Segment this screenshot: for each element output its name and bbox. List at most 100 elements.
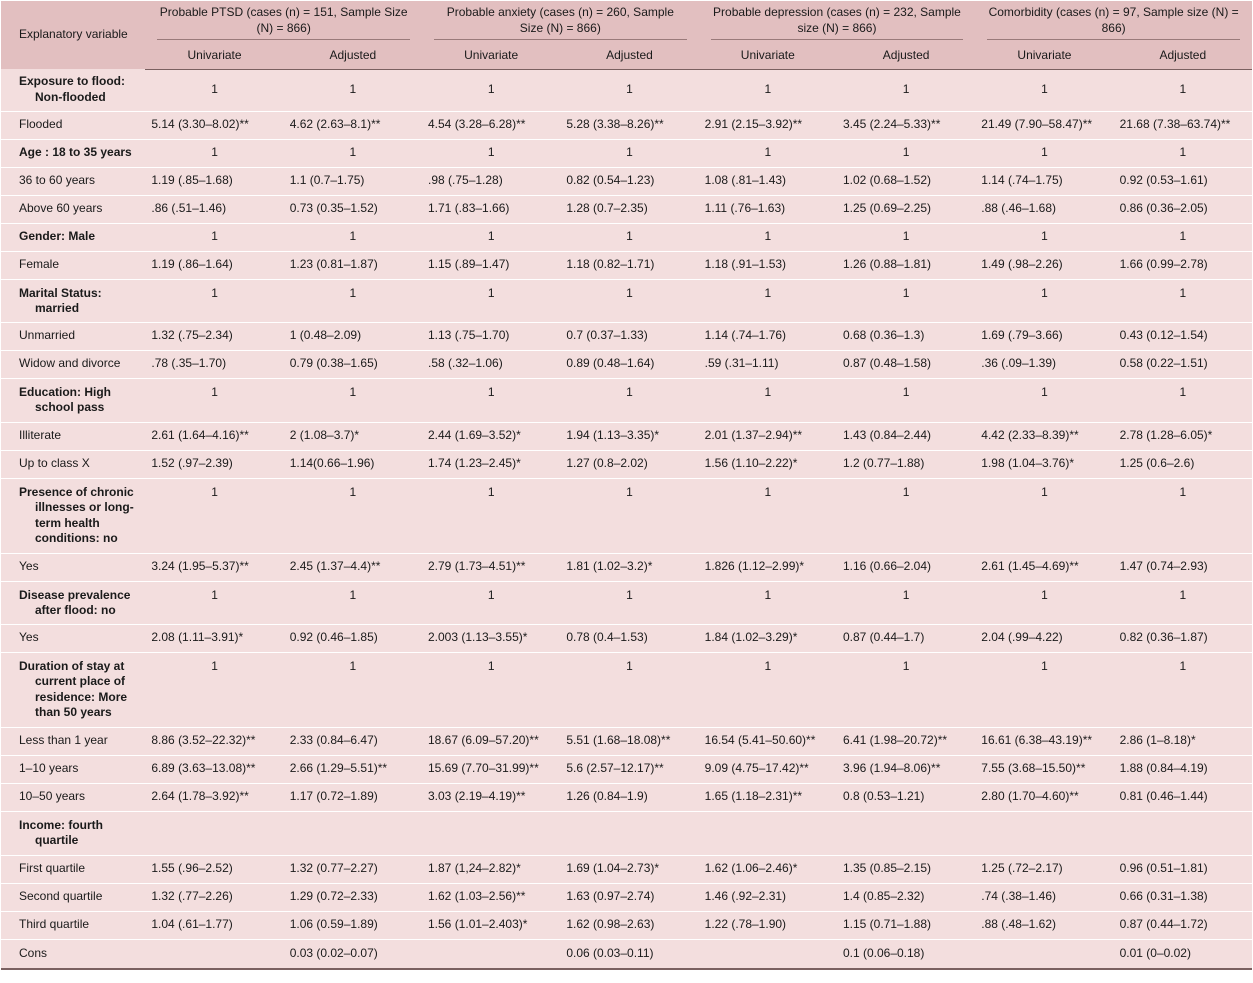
- value-cell: 1: [422, 478, 561, 553]
- group-header-anxiety: Probable anxiety (cases (n) = 260, Sampl…: [422, 1, 699, 42]
- row-label-line: school pass: [35, 400, 105, 414]
- value-cell: 1: [836, 652, 976, 727]
- row-label: Up to class X: [1, 450, 146, 478]
- row-label-line: illnesses or long-: [35, 500, 134, 514]
- value-cell: 1.11 (.76–1.63): [698, 195, 837, 223]
- row-label: Duration of stay at current place of resid…: [1, 652, 146, 727]
- row-label: 36 to 60 years: [1, 167, 146, 195]
- value-cell: 1: [975, 223, 1114, 251]
- value-cell: 1.94 (1.13–3.35)*: [560, 422, 699, 450]
- value-cell: 1.25 (0.69–2.25): [836, 195, 976, 223]
- subheader-univariate: Univariate: [145, 42, 284, 70]
- value-cell: 1: [975, 139, 1114, 167]
- row-label: Unmarried: [1, 322, 146, 350]
- value-cell: 1.26 (0.84–1.9): [560, 783, 699, 811]
- value-cell: 1.26 (0.88–1.81): [836, 251, 976, 279]
- group-header-depression: Probable depression (cases (n) = 232, Sa…: [698, 1, 976, 42]
- value-cell: 1.02 (0.68–1.52): [836, 167, 976, 195]
- row-label-line: Illiterate: [19, 428, 62, 443]
- value-cell: 1: [1113, 279, 1252, 322]
- value-cell: 0.87 (0.44–1.7): [836, 624, 976, 652]
- value-cell: 1.06 (0.59–1.89): [283, 911, 422, 939]
- value-cell: 5.6 (2.57–12.17)**: [560, 755, 699, 783]
- row-label: 10–50 years: [1, 783, 146, 811]
- row-label-line: Gender: Male: [19, 229, 96, 244]
- value-cell: 1.25 (0.6–2.6): [1113, 450, 1252, 478]
- value-cell: 1.27 (0.8–2.02): [560, 450, 699, 478]
- value-cell: 6.89 (3.63–13.08)**: [145, 755, 284, 783]
- value-cell: 2.44 (1.69–3.52)*: [422, 422, 561, 450]
- value-cell: 1: [698, 279, 837, 322]
- row-label-line: married: [35, 301, 80, 315]
- value-cell: 1.32 (.77–2.26): [145, 883, 284, 911]
- value-cell: 1: [560, 378, 699, 422]
- value-cell: 1 (0.48–2.09): [283, 322, 422, 350]
- value-cell: 1.43 (0.84–2.44): [836, 422, 976, 450]
- value-cell: 0.87 (0.44–1.72): [1113, 911, 1252, 939]
- value-cell: 1.69 (1.04–2.73)*: [560, 855, 699, 883]
- group-header-ptsd: Probable PTSD (cases (n) = 151, Sample S…: [145, 1, 422, 42]
- row-label-line: conditions: no: [35, 531, 118, 545]
- value-cell: 2.86 (1–8.18)*: [1113, 727, 1252, 755]
- value-cell: 1.62 (1.03–2.56)**: [422, 883, 561, 911]
- row-label-line: Exposure to flood:: [19, 74, 125, 89]
- value-cell: 2.91 (2.15–3.92)**: [698, 111, 837, 139]
- value-cell: 3.45 (2.24–5.33)**: [836, 111, 976, 139]
- value-cell: 1: [283, 279, 422, 322]
- row-label-line: 36 to 60 years: [19, 173, 96, 188]
- value-cell: [975, 811, 1114, 855]
- value-cell: 1.17 (0.72–1.89): [283, 783, 422, 811]
- value-cell: 1: [1113, 652, 1252, 727]
- value-cell: 1.55 (.96–2.52): [145, 855, 284, 883]
- value-cell: 1: [283, 223, 422, 251]
- row-label-line: Age : 18 to 35 years: [19, 145, 132, 160]
- table-row-reference-category: Marital Status: married 1 1 1 1 1 1 1 1: [1, 279, 1252, 322]
- value-cell: [698, 939, 837, 969]
- value-cell: 0.03 (0.02–0.07): [283, 939, 422, 969]
- row-label: Disease prevalence after flood: no: [1, 581, 146, 624]
- row-label: Yes: [1, 624, 146, 652]
- value-cell: 8.86 (3.52–22.32)**: [145, 727, 284, 755]
- value-cell: 1: [836, 139, 976, 167]
- row-label: Yes: [1, 553, 146, 581]
- table-row-reference-category: Duration of stay at current place of resid…: [1, 652, 1252, 727]
- value-cell: 6.41 (1.98–20.72)**: [836, 727, 976, 755]
- value-cell: 1.71 (.83–1.66): [422, 195, 561, 223]
- table-row: Widow and divorce .78 (.35–1.70) 0.79 (0.3…: [1, 350, 1252, 378]
- value-cell: 4.54 (3.28–6.28)**: [422, 111, 561, 139]
- value-cell: .78 (.35–1.70): [145, 350, 284, 378]
- value-cell: 1: [975, 478, 1114, 553]
- value-cell: 1: [975, 652, 1114, 727]
- value-cell: [145, 811, 284, 855]
- value-cell: 1.88 (0.84–4.19): [1113, 755, 1252, 783]
- value-cell: 1: [145, 223, 284, 251]
- value-cell: 1.35 (0.85–2.15): [836, 855, 976, 883]
- value-cell: .98 (.75–1.28): [422, 167, 561, 195]
- table-row: 36 to 60 years 1.19 (.85–1.68) 1.1 (0.7–1.…: [1, 167, 1252, 195]
- value-cell: 2.80 (1.70–4.60)**: [975, 783, 1114, 811]
- value-cell: 5.28 (3.38–8.26)**: [560, 111, 699, 139]
- row-label-line: after flood: no: [35, 603, 116, 617]
- row-label: Cons: [1, 939, 146, 969]
- row-label-line: than 50 years: [35, 705, 112, 719]
- value-cell: 0.73 (0.35–1.52): [283, 195, 422, 223]
- value-cell: 2.78 (1.28–6.05)*: [1113, 422, 1252, 450]
- row-label: Income: fourth quartile: [1, 811, 146, 855]
- value-cell: [422, 811, 561, 855]
- value-cell: 0.01 (0–0.02): [1113, 939, 1252, 969]
- table-row-reference-category: Age : 18 to 35 years 1 1 1 1 1 1 1 1: [1, 139, 1252, 167]
- value-cell: 1.2 (0.77–1.88): [836, 450, 976, 478]
- value-cell: 5.14 (3.30–8.02)**: [145, 111, 284, 139]
- table-row-reference-category: Gender: Male 1 1 1 1 1 1 1 1: [1, 223, 1252, 251]
- value-cell: 1: [698, 581, 837, 624]
- value-cell: 1: [145, 581, 284, 624]
- value-cell: 1: [1113, 581, 1252, 624]
- table-row-reference-category: Presence of chronic illnesses or long-ter…: [1, 478, 1252, 553]
- value-cell: [145, 939, 284, 969]
- row-label: Exposure to flood: Non-flooded: [1, 69, 146, 111]
- value-cell: 5.51 (1.68–18.08)**: [560, 727, 699, 755]
- value-cell: 1: [422, 652, 561, 727]
- row-label-line: Duration of stay at: [19, 658, 125, 673]
- table-row: Up to class X 1.52 (.97–2.39) 1.14(0.66–1.…: [1, 450, 1252, 478]
